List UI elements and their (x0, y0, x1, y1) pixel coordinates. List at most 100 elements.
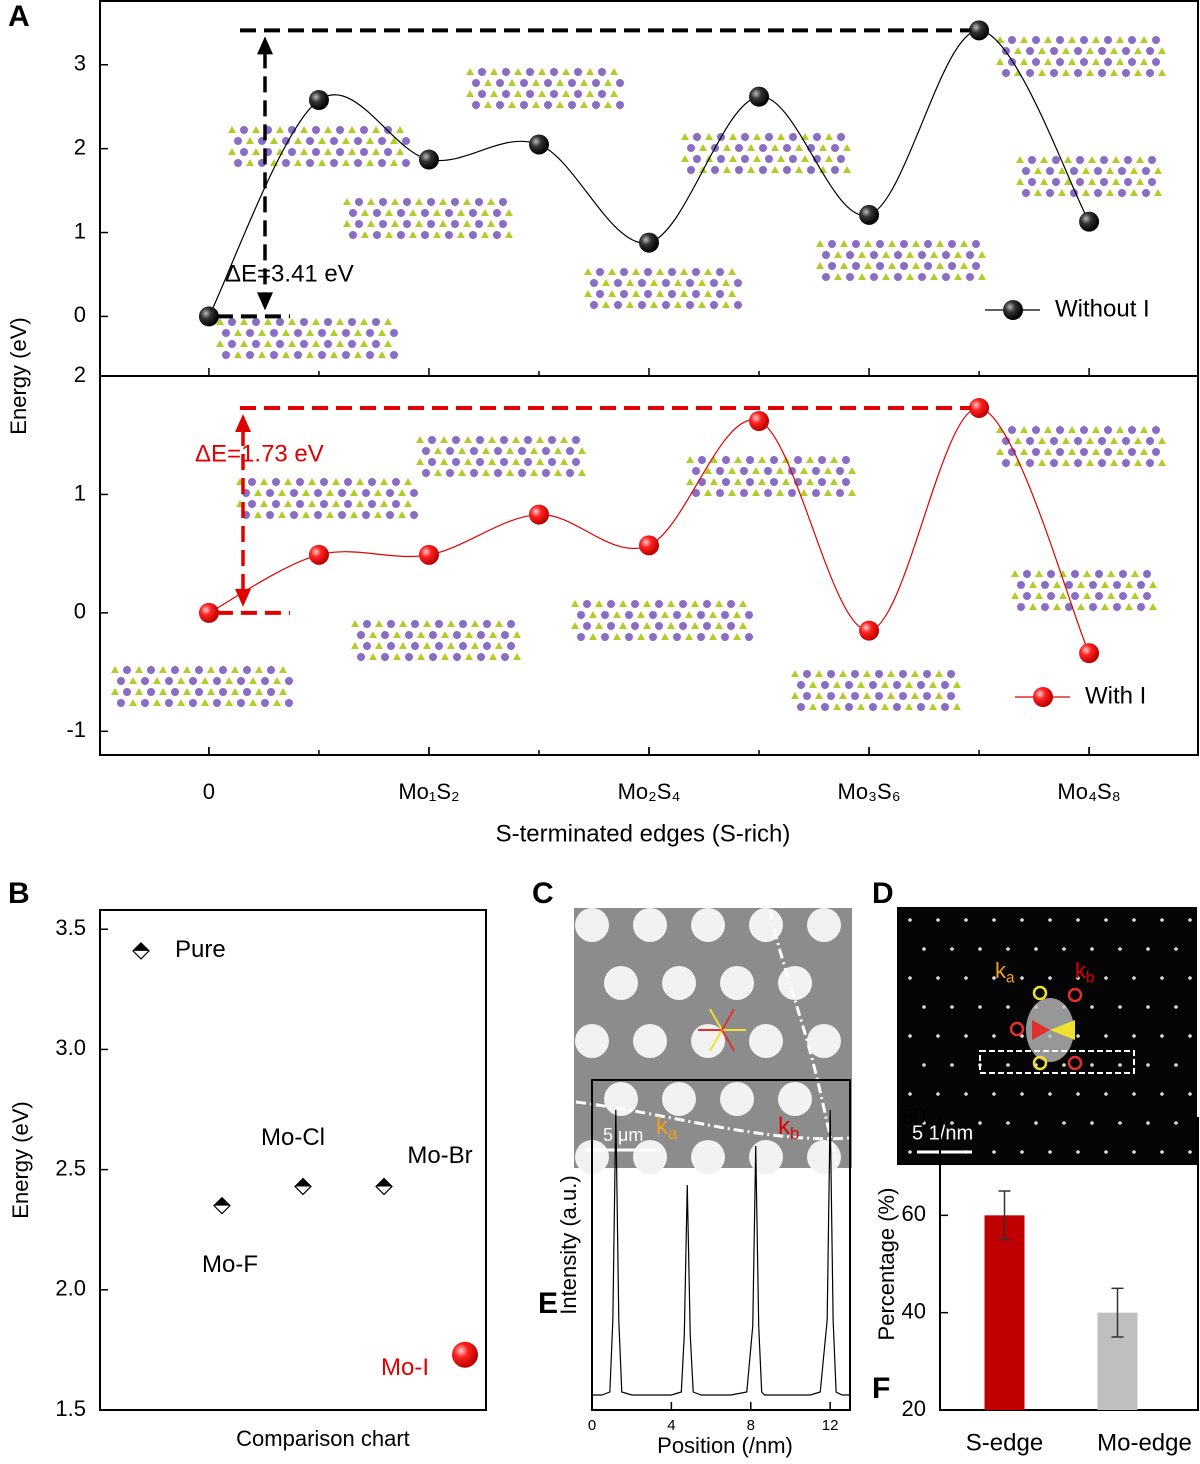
s-atom (1158, 69, 1166, 76)
s-atom (396, 126, 404, 133)
s-atom (824, 467, 832, 474)
spot (1062, 1063, 1066, 1067)
s-atom (710, 478, 718, 485)
s-atom (667, 600, 675, 607)
s-atom (953, 681, 961, 688)
s-atom (532, 101, 540, 108)
spot (1160, 1092, 1164, 1096)
s-atom (282, 329, 290, 336)
s-atom (704, 489, 712, 496)
mo-atom (392, 478, 400, 486)
mo-atom (711, 166, 719, 174)
s-atom (661, 633, 669, 640)
s-atom (258, 329, 266, 336)
mo-atom (1143, 592, 1151, 600)
mo-atom (411, 642, 419, 650)
s-atom (201, 699, 209, 706)
mo-atom (590, 301, 598, 309)
mo-atom (1089, 603, 1097, 611)
mo-atom (1089, 581, 1097, 589)
s-atom (1064, 178, 1072, 185)
mo-atom (566, 447, 574, 455)
mo-atom (870, 251, 878, 259)
s-atom (626, 301, 634, 308)
mo-atom (338, 511, 346, 519)
mo-atom (846, 273, 854, 281)
mo-atom (616, 101, 624, 109)
mo-atom (876, 240, 884, 248)
s-atom (508, 79, 516, 86)
mo-atom (1143, 570, 1151, 578)
bar (984, 1215, 1025, 1410)
mo-atom (828, 240, 836, 248)
mo-atom (294, 329, 302, 337)
s-atom (680, 268, 688, 275)
s-atom (833, 681, 841, 688)
y-axis-label: Energy (eV) (8, 1101, 33, 1218)
s-atom (1158, 47, 1166, 54)
mo-atom (1008, 36, 1016, 44)
s-atom (374, 511, 382, 518)
s-atom (1134, 47, 1142, 54)
data-point (308, 89, 329, 110)
mo-atom (405, 631, 413, 639)
mo-atom (947, 670, 955, 678)
k-label: kb (1075, 958, 1095, 987)
spot (1006, 1005, 1010, 1009)
s-atom (674, 301, 682, 308)
s-atom (159, 666, 167, 673)
s-atom (390, 159, 398, 166)
mo-atom (1094, 189, 1102, 197)
s-atom (728, 290, 736, 297)
s-atom (440, 436, 448, 443)
mo-atom (1074, 69, 1082, 77)
structure (1011, 570, 1157, 611)
mo-atom (837, 155, 845, 163)
s-atom (348, 148, 356, 155)
s-atom (800, 489, 808, 496)
s-atom (1125, 603, 1133, 610)
mo-atom (402, 159, 410, 167)
mo-atom (649, 611, 657, 619)
mo-atom (324, 340, 332, 348)
plot-frame (591, 1079, 851, 1411)
s-atom (758, 456, 766, 463)
s-atom (1158, 459, 1166, 466)
mo-atom (342, 351, 350, 359)
hole (633, 1024, 667, 1058)
mo-atom (237, 677, 245, 685)
s-atom (752, 489, 760, 496)
s-atom (318, 137, 326, 144)
mo-atom (427, 220, 435, 228)
mo-atom (577, 611, 585, 619)
spot (936, 1034, 940, 1038)
s-atom (637, 633, 645, 640)
mo-atom (616, 79, 624, 87)
s-atom (1116, 448, 1124, 455)
s-atom (1086, 437, 1094, 444)
s-atom (1130, 189, 1138, 196)
mo-atom (520, 79, 528, 87)
s-atom (704, 467, 712, 474)
mo-atom (716, 489, 724, 497)
mo-atom (228, 318, 236, 326)
data-point (749, 86, 770, 107)
s-atom (506, 469, 514, 476)
decorations (111, 36, 1197, 1174)
mo-atom (851, 670, 859, 678)
s-atom (705, 133, 713, 140)
s-atom (722, 301, 730, 308)
spot (1076, 976, 1080, 980)
mo-atom (941, 703, 949, 711)
s-atom (1107, 570, 1115, 577)
mo-atom (668, 290, 676, 298)
s-atom (691, 600, 699, 607)
mo-atom (899, 670, 907, 678)
s-atom (1134, 69, 1142, 76)
s-atom (954, 273, 962, 280)
s-atom (252, 126, 260, 133)
mo-atom (803, 670, 811, 678)
spot (1174, 1005, 1178, 1009)
s-atom (604, 101, 612, 108)
plot-frame (939, 1117, 1199, 1411)
